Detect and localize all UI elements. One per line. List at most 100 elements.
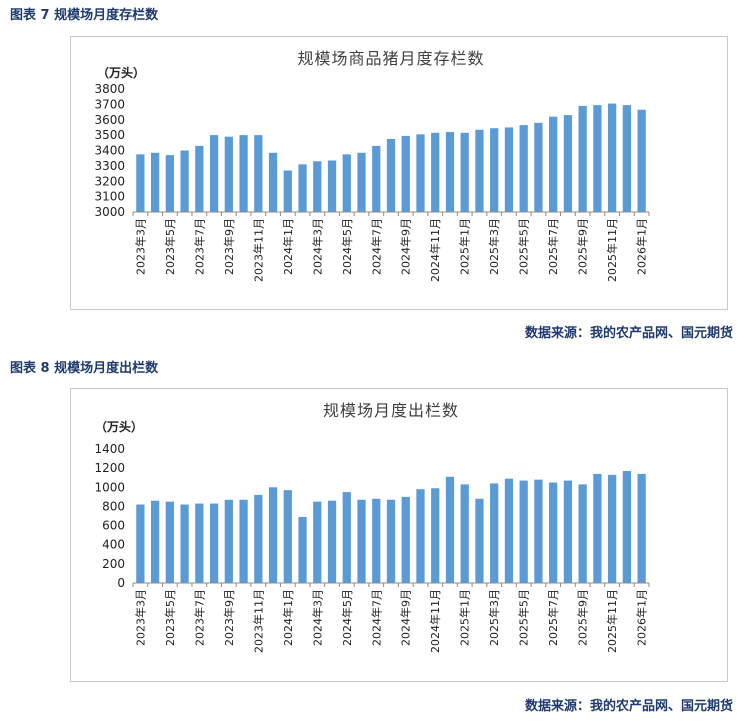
chart0-bar-2024年10月 — [416, 134, 425, 212]
chart1-bar-2024年2月 — [298, 516, 307, 583]
chart0-ytick-label: 3500 — [94, 128, 125, 142]
chart1-bar-2024年11月 — [431, 488, 440, 583]
chart1-bar-2024年6月 — [357, 499, 366, 583]
chart1-ytick-label: 0 — [117, 576, 125, 590]
chart0-bar-2024年1月 — [283, 170, 292, 212]
chart1-bar-2025年8月 — [563, 480, 573, 583]
chart1-bar-2024年12月 — [445, 476, 455, 583]
chart1-xtick-label: 2025年3月 — [487, 589, 501, 646]
chart1-xtick-label: 2023年5月 — [163, 589, 177, 646]
chart0-xtick-label: 2023年3月 — [133, 218, 147, 275]
chart1-bar-2023年7月 — [195, 503, 204, 583]
chart0-bar-2025年5月 — [519, 125, 528, 212]
chart1-bar-2026年1月 — [637, 473, 646, 583]
chart1-xtick-label: 2024年3月 — [310, 589, 324, 646]
chart0-bar-2023年6月 — [180, 150, 189, 212]
chart1-xtick-label: 2024年1月 — [281, 589, 295, 646]
chart1-ytick-label: 600 — [102, 519, 125, 533]
chart1-xtick-label: 2023年9月 — [222, 589, 236, 646]
chart0-xtick-label: 2024年3月 — [310, 218, 324, 275]
chart1-bar-2024年5月 — [342, 492, 351, 583]
chart0-bar-2023年3月 — [136, 154, 145, 212]
chart1-bar-2024年3月 — [313, 501, 322, 583]
source-note-2: 数据来源：我的农产品网、国元期货 — [524, 699, 733, 714]
chart1-bar-2024年7月 — [372, 498, 381, 583]
chart0-bar-2023年4月 — [150, 152, 160, 212]
figure-caption-2: 图表 8 规模场月度出栏数 — [10, 361, 159, 376]
chart1-xtick-label: 2025年9月 — [576, 589, 590, 646]
chart1-bar-2024年1月 — [283, 490, 292, 583]
chart0-xtick-label: 2025年9月 — [576, 218, 590, 275]
chart0-ytick-label: 3800 — [94, 82, 125, 96]
chart0-xtick-label: 2023年5月 — [163, 218, 177, 275]
chart1-bar-2023年5月 — [165, 501, 174, 583]
chart0-bar-2025年6月 — [534, 122, 543, 212]
chart1-bar-2023年8月 — [209, 503, 219, 583]
chart0-bar-2024年5月 — [342, 154, 351, 212]
figure-caption-1: 图表 7 规模场月度存栏数 — [10, 8, 159, 23]
chart0-bar-2023年10月 — [239, 135, 248, 212]
chart0-ytick-label: 3200 — [94, 174, 125, 188]
chart1-ytick-label: 800 — [102, 499, 125, 513]
chart0-bar-2023年7月 — [195, 145, 204, 212]
chart0-bar-2025年9月 — [578, 105, 587, 212]
chart0-xtick-label: 2023年7月 — [192, 218, 206, 275]
chart0-title: 规模场商品猪月度存栏数 — [297, 49, 484, 68]
chart1-bar-2025年11月 — [608, 474, 617, 583]
chart0-ytick-label: 3700 — [94, 97, 125, 111]
chart1-xtick-label: 2025年5月 — [517, 589, 531, 646]
chart1-xtick-label: 2025年1月 — [458, 589, 472, 646]
chart1-bar-2025年3月 — [490, 483, 499, 583]
chart1-bar-2025年6月 — [534, 479, 543, 583]
chart0-ytick-label: 3600 — [94, 113, 125, 127]
chart0-bar-2025年1月 — [460, 132, 469, 212]
chart1-xtick-label: 2023年11月 — [251, 589, 265, 653]
chart1-xtick-label: 2023年7月 — [192, 589, 206, 646]
chart0-ytick-label: 3000 — [94, 205, 125, 219]
chart1-xtick-label: 2025年11月 — [605, 589, 619, 653]
chart1-bar-2025年10月 — [593, 473, 602, 583]
chart0-bar-2025年11月 — [608, 103, 617, 212]
chart1-bar-2025年1月 — [460, 484, 469, 583]
chart0-ytick-label: 3400 — [94, 144, 125, 158]
chart-2-svg: 规模场月度出栏数 （万头） 0 200 400 600 800 1000 1200 1400 202… — [94, 401, 650, 653]
chart1-xtick-label: 2026年1月 — [635, 589, 649, 646]
chart1-bar-2023年12月 — [268, 487, 278, 583]
chart1-ytick-label: 200 — [102, 557, 125, 571]
chart1-title: 规模场月度出栏数 — [323, 401, 459, 420]
chart1-xtick-label: 2024年5月 — [340, 589, 354, 646]
chart1-bar-2024年8月 — [386, 499, 396, 583]
chart0-bar-2024年7月 — [372, 145, 381, 212]
chart1-xtick-label: 2023年3月 — [133, 589, 147, 646]
chart0-bar-2024年3月 — [313, 161, 322, 212]
chart0-ytick-label: 3100 — [94, 190, 125, 204]
chart0-xtick-label: 2024年9月 — [399, 218, 413, 275]
chart1-bar-2023年11月 — [254, 494, 263, 583]
chart1-bar-2024年10月 — [416, 489, 425, 583]
chart1-ytick-label: 1200 — [94, 461, 125, 475]
chart1-bar-2023年9月 — [224, 499, 233, 583]
chart0-bar-2025年3月 — [490, 128, 499, 212]
chart1-bar-2025年12月 — [622, 471, 632, 583]
chart0-bar-2024年4月 — [327, 160, 337, 212]
chart0-bar-2023年9月 — [224, 136, 233, 212]
chart0-unit-label: （万头） — [97, 65, 145, 80]
chart0-xtick-label: 2025年5月 — [517, 218, 531, 275]
chart1-bar-2023年4月 — [150, 500, 160, 583]
chart0-bar-2025年7月 — [549, 116, 558, 212]
chart0-bar-2023年12月 — [268, 152, 278, 212]
chart0-bar-2025年10月 — [593, 105, 602, 212]
chart-frame-1: 规模场商品猪月度存栏数 （万头） 3000 3100 3200 3300 3400 3500 3… — [70, 36, 728, 310]
chart-1-svg: 规模场商品猪月度存栏数（万头）3000310032003300340035003… — [94, 49, 650, 282]
chart-frame-2: 规模场月度出栏数 （万头） 0 200 400 600 800 1000 1200 1400 202… — [70, 388, 728, 682]
chart1-ytick-label: 1000 — [94, 480, 125, 494]
chart0-ytick-label: 3300 — [94, 159, 125, 173]
chart0-bar-2025年8月 — [563, 115, 573, 212]
chart0-bar-2023年8月 — [209, 135, 219, 212]
chart1-ytick-label: 1400 — [94, 442, 125, 456]
chart0-bar-2024年8月 — [386, 138, 396, 212]
chart1-bar-2024年4月 — [327, 500, 337, 583]
chart1-bar-2023年10月 — [239, 499, 248, 583]
chart0-xtick-label: 2025年7月 — [546, 218, 560, 275]
chart1-xtick-label: 2024年7月 — [369, 589, 383, 646]
